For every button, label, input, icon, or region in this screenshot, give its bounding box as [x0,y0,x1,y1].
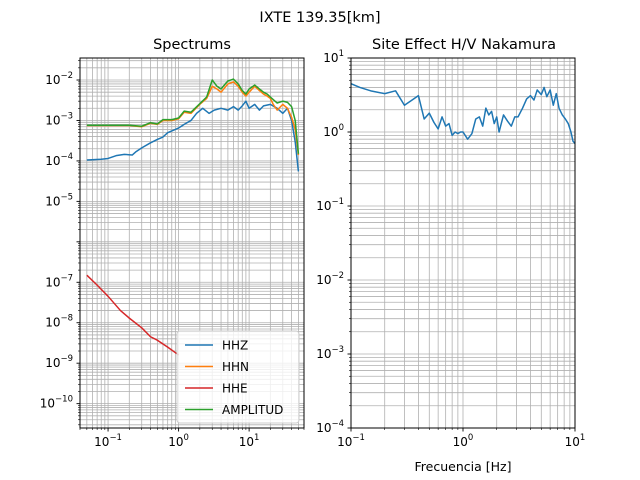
spectrums-lines [86,78,300,356]
legend-label: HHN [222,360,249,374]
hv-grid [350,57,576,429]
hv-xlabel: Frecuencia [Hz] [415,459,512,474]
spectrums-title: Spectrums [153,37,231,53]
spectrums-frame [79,57,305,429]
series-line-amplitud [86,78,300,154]
figure-title: IXTE 139.35[km] [259,10,380,26]
series-line-hv [350,82,576,144]
hv-frame [350,57,576,429]
legend-label: HHZ [222,339,248,353]
series-line-hhe [86,274,180,356]
series-line-hhz [86,100,300,172]
spectrums-legend: HHZ HHN HHE AMPLITUD [176,330,300,424]
legend-label: HHE [222,382,248,396]
hv-lines [350,82,576,144]
legend-box [176,330,300,424]
legend-label: AMPLITUD [222,403,283,417]
hv-title: Site Effect H/V Nakamura [372,37,556,53]
